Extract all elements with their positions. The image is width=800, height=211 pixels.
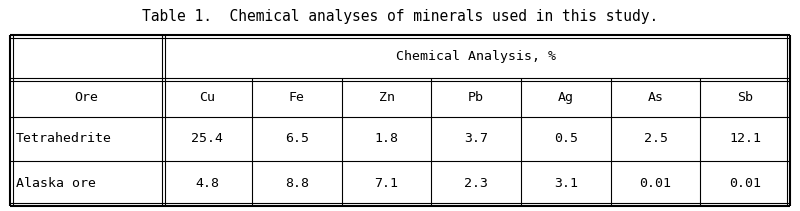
Text: 0.01: 0.01 — [639, 177, 671, 190]
Text: 3.1: 3.1 — [554, 177, 578, 190]
Text: Fe: Fe — [289, 91, 305, 104]
Text: Chemical Analysis, %: Chemical Analysis, % — [396, 50, 556, 63]
Text: Zn: Zn — [378, 91, 394, 104]
Text: 2.3: 2.3 — [464, 177, 488, 190]
Text: Alaska ore: Alaska ore — [16, 177, 96, 190]
Text: 7.1: 7.1 — [374, 177, 398, 190]
Text: 0.5: 0.5 — [554, 133, 578, 145]
Text: 25.4: 25.4 — [191, 133, 223, 145]
Text: 3.7: 3.7 — [464, 133, 488, 145]
Text: Ore: Ore — [74, 91, 98, 104]
Text: 1.8: 1.8 — [374, 133, 398, 145]
Text: 4.8: 4.8 — [195, 177, 219, 190]
Text: 8.8: 8.8 — [285, 177, 309, 190]
Text: Sb: Sb — [737, 91, 753, 104]
Text: Tetrahedrite: Tetrahedrite — [16, 133, 112, 145]
Text: Ag: Ag — [558, 91, 574, 104]
Text: 0.01: 0.01 — [729, 177, 761, 190]
Text: 2.5: 2.5 — [643, 133, 667, 145]
Text: Table 1.  Chemical analyses of minerals used in this study.: Table 1. Chemical analyses of minerals u… — [142, 8, 658, 23]
Text: 12.1: 12.1 — [729, 133, 761, 145]
Text: As: As — [647, 91, 663, 104]
Text: Pb: Pb — [468, 91, 484, 104]
Text: 6.5: 6.5 — [285, 133, 309, 145]
Text: Cu: Cu — [199, 91, 215, 104]
